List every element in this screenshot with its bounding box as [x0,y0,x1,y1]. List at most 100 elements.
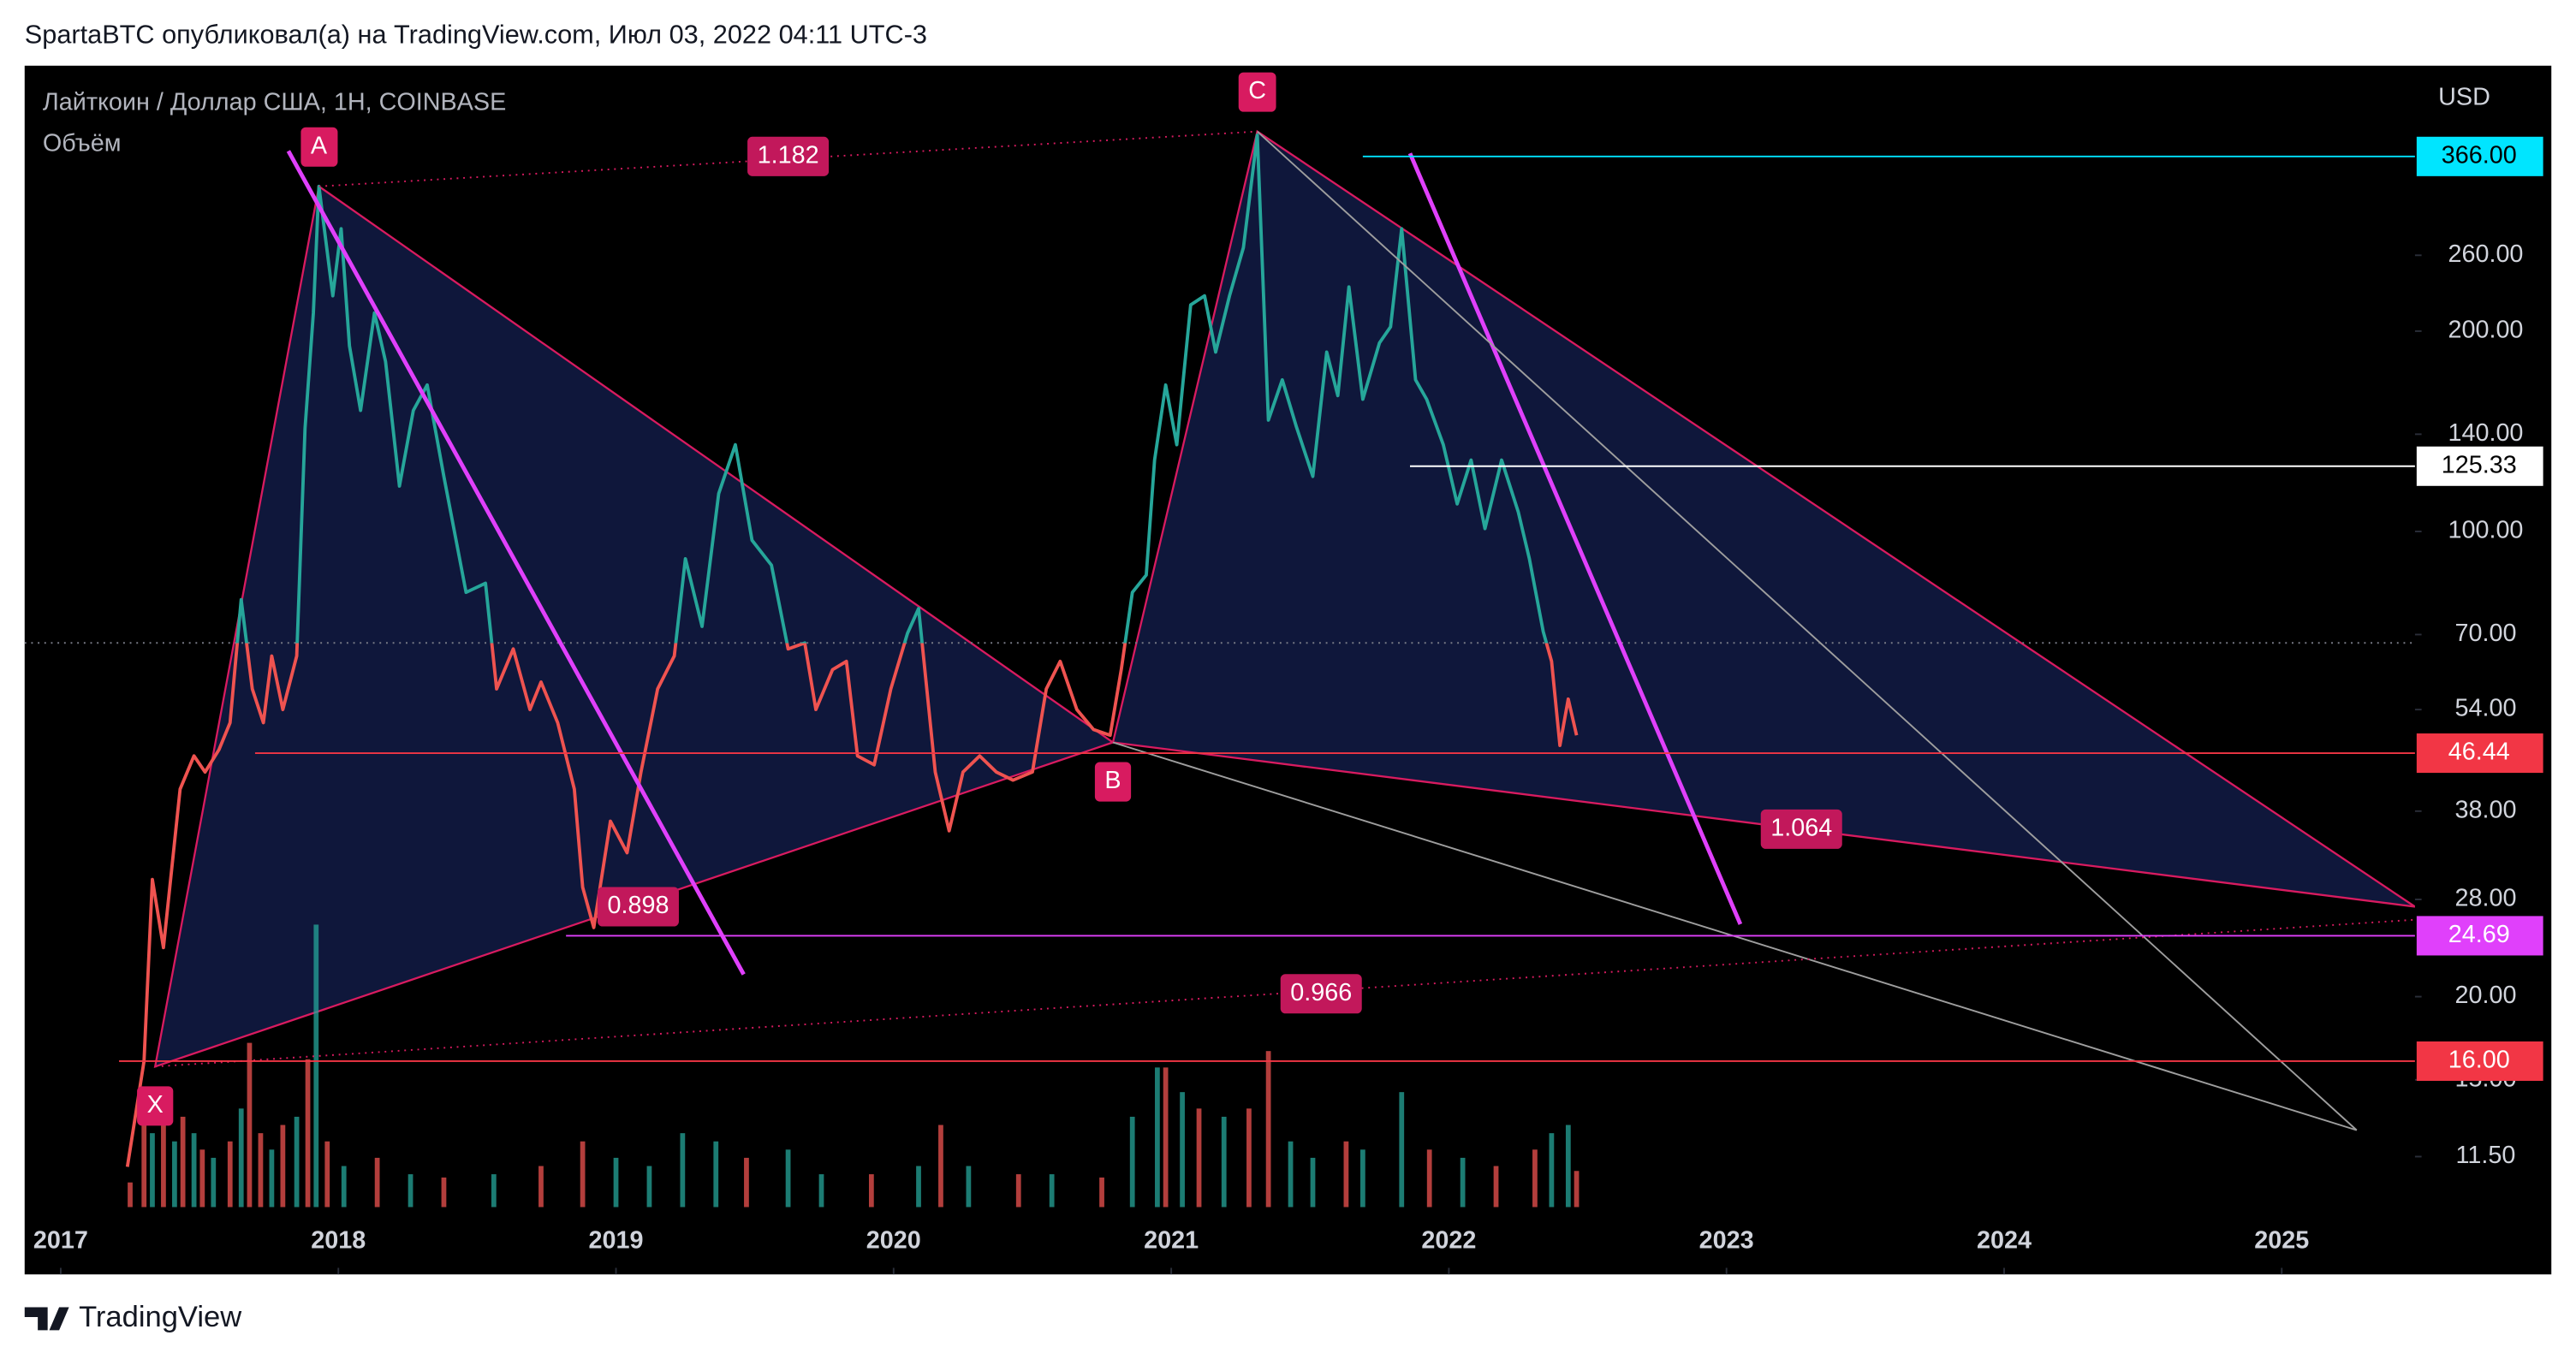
x-tick-label: 2023 [1699,1226,1754,1254]
pattern-point-label-text: A [311,132,328,159]
price-level-label: 125.33 [2416,446,2543,486]
y-tick-label: 20.00 [2454,982,2516,1009]
price-level-label: 24.69 [2416,916,2543,956]
volume-bar [199,1149,205,1208]
volume-bar [1246,1108,1252,1208]
volume-bar [172,1141,177,1208]
volume-bar [238,1108,244,1208]
ratio-label-text: 1.064 [1770,815,1832,842]
chart-title: Лайткоин / Доллар США, 1H, COINBASE [43,89,506,116]
volume-bar [1310,1157,1316,1208]
trend-line [155,918,2415,1068]
price-level-label: 366.00 [2416,136,2543,176]
x-tick-label: 2022 [1421,1226,1476,1254]
x-tick-label: 2019 [589,1226,644,1254]
y-tick-label: 38.00 [2454,796,2516,823]
trend-line [1407,152,1743,925]
x-tick-label: 2021 [1144,1226,1199,1254]
y-tick-label: 260.00 [2448,240,2523,268]
x-tick-label: 2025 [2254,1226,2309,1254]
volume-bar [580,1141,586,1208]
y-tick-label: 200.00 [2448,317,2523,344]
volume-bar [1163,1067,1169,1208]
volume-bar [247,1042,253,1208]
price-level-text: 46.44 [2448,739,2510,766]
footer-text: TradingView [79,1301,242,1333]
ratio-label-text: 0.966 [1290,979,1352,1006]
volume-bar [269,1149,275,1208]
volume-bar [374,1157,380,1208]
volume-bar [1221,1116,1227,1208]
price-level-text: 366.00 [2442,141,2517,169]
volume-bar [1549,1133,1555,1208]
pattern-point-label-box [1238,72,1276,112]
footer-logo [24,1307,69,1331]
volume-bar [1399,1092,1405,1208]
volume-bar [341,1166,347,1208]
y-tick-label: 28.00 [2454,885,2516,912]
volume-bar [785,1149,791,1208]
volume-bar [211,1157,217,1208]
plot-area [24,129,2415,1208]
ratio-label: 1.182 [747,136,830,176]
price-level-label: 16.00 [2416,1041,2543,1081]
trend-line [318,130,1258,187]
price-level-text: 24.69 [2448,921,2510,948]
volume-bar [916,1166,921,1208]
pattern-point-label-text: B [1104,767,1121,794]
volume-bar [180,1116,186,1208]
volume-bar [491,1174,497,1208]
logo-icon [24,1307,69,1331]
volume-bar [128,1182,133,1208]
x-tick-label: 2020 [866,1226,921,1254]
volume-bar [1359,1149,1365,1208]
volume-bar [680,1133,686,1208]
volume-bar [150,1133,155,1208]
volume-bar [1129,1116,1135,1208]
volume-bar [294,1116,300,1208]
pattern-point-label-text: C [1248,77,1266,104]
y-tick-label: 140.00 [2448,419,2523,447]
chart-subtitle: Объём [43,129,122,157]
price-line [125,133,1579,1167]
pattern-point-label-box [1094,762,1132,802]
volume-bar [966,1166,972,1208]
ratio-label: 0.898 [597,887,679,927]
pattern-point-label-box [137,1086,174,1126]
y-tick-label: 54.00 [2454,695,2516,722]
volume-bar [1460,1157,1466,1208]
volume-bar [1015,1174,1021,1208]
volume-bar [1574,1171,1580,1208]
volume-bar [441,1177,447,1208]
price-level-text: 125.33 [2442,451,2517,478]
volume-bar [1180,1092,1185,1208]
x-tick-label: 2017 [33,1226,88,1254]
volume-bar [313,924,319,1208]
x-tick-label: 2018 [311,1226,366,1254]
pattern-point-label: C [1238,72,1276,112]
volume-bar [1343,1141,1349,1208]
volume-bar [1155,1067,1160,1208]
pattern-point-label: X [137,1086,174,1126]
pattern-point-label: B [1094,762,1132,802]
volume-bar [613,1157,619,1208]
volume-bar [1265,1051,1271,1208]
volume-bar [408,1174,413,1208]
pattern-point-label-box [300,127,338,167]
ratio-label-box [1760,809,1842,849]
price-level-box [2416,446,2543,486]
volume-bar [713,1141,719,1208]
ratio-label: 1.064 [1760,809,1842,849]
volume-bar [744,1157,749,1208]
volume-bar [1196,1108,1202,1208]
ratio-label: 0.966 [1280,974,1362,1014]
y-tick-label: 11.50 [2456,1142,2516,1169]
y-tick-label: 70.00 [2454,620,2516,647]
overlay: 11.5015.0020.0028.0038.0054.0070.00100.0… [33,72,2543,1275]
volume-bar [938,1125,943,1208]
ratio-label-text: 1.182 [758,141,819,169]
pattern-point-label-text: X [147,1091,164,1119]
volume-bar [1288,1141,1294,1208]
